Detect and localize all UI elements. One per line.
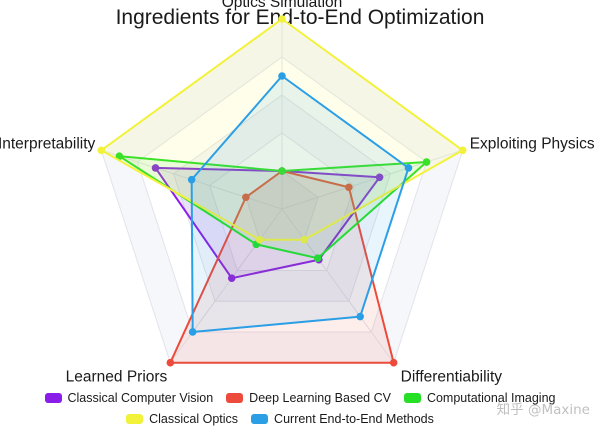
data-point [375, 173, 384, 182]
legend-swatch-classical-optics [126, 413, 144, 424]
axis-spoke [169, 208, 283, 364]
legend-swatch-computational-imaging [403, 392, 421, 403]
data-point [278, 15, 286, 23]
legend-label-classical-computer-vision: Classical Computer Vision [67, 390, 214, 405]
data-point [345, 183, 353, 192]
series-deep-learning-based-cv [166, 167, 398, 367]
legend-item-current-end-to-end-methods: Current End-to-End Methods [251, 412, 434, 426]
legend-label-classical-optics: Classical Optics [149, 411, 239, 426]
data-point [166, 358, 175, 367]
legend: Classical Computer Vision Deep Learning … [0, 387, 600, 429]
legend-item-deep-learning-based-cv: Deep Learning Based CV [226, 391, 391, 405]
chart-title: Ingredients for End-to-End Optimization [115, 6, 485, 29]
legend-label-deep-learning-based-cv: Deep Learning Based CV [249, 390, 391, 405]
data-point [188, 328, 197, 336]
data-point [458, 146, 467, 155]
radar-series [97, 15, 467, 367]
data-point [187, 175, 196, 184]
axis-label-interpretability: Interpretability [0, 135, 96, 152]
series-area-classical-computer-vision [154, 166, 381, 280]
data-point [151, 164, 160, 172]
legend-swatch-deep-learning-based-cv [226, 392, 244, 403]
legend-row-2: Classical Optics Current End-to-End Meth… [0, 408, 600, 429]
axis-label-optics-simulation: Optics Simulation [222, 0, 343, 11]
legend-item-classical-computer-vision: Classical Computer Vision [44, 390, 214, 405]
legend-swatch-current-end-to-end-methods [251, 413, 269, 424]
legend-label-computational-imaging: Computational Imaging [426, 390, 556, 405]
data-point [422, 158, 431, 166]
axis-spoke [281, 149, 463, 210]
axis-labels: Optics Simulation Exploiting Physics Diffe… [0, 0, 595, 386]
axis-label-learned-priors: Learned Priors [66, 369, 168, 386]
legend-row-1: Classical Computer Vision Deep Learning … [0, 387, 600, 408]
data-point [97, 146, 106, 155]
data-point [356, 312, 364, 321]
data-point [300, 235, 309, 244]
series-area-current-end-to-end-methods [190, 75, 410, 333]
data-point [389, 358, 398, 367]
data-point [255, 235, 264, 244]
legend-item-classical-optics: Classical Optics [126, 412, 238, 426]
data-point [278, 72, 286, 80]
axis-label-differentiability: Differentiability [401, 369, 503, 386]
axis-label-exploiting-physics: Exploiting Physics [470, 135, 595, 152]
series-area-deep-learning-based-cv [169, 170, 395, 364]
watermark: 知乎 @Maxine [496, 402, 590, 418]
data-point [242, 193, 250, 202]
data-point [313, 254, 322, 262]
legend-swatch-classical-computer-vision [44, 392, 62, 403]
data-point [278, 167, 286, 175]
data-point [115, 152, 124, 160]
series-current-end-to-end-methods [187, 72, 413, 336]
legend-item-computational-imaging: Computational Imaging [403, 390, 556, 405]
axis-spoke [281, 208, 395, 364]
data-point [227, 274, 236, 282]
data-point [404, 164, 413, 172]
legend-label-current-end-to-end-methods: Current End-to-End Methods [274, 411, 434, 426]
